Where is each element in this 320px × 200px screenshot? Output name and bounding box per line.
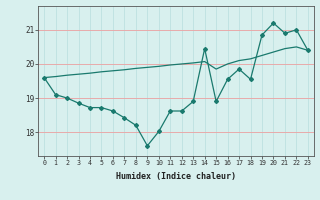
- X-axis label: Humidex (Indice chaleur): Humidex (Indice chaleur): [116, 172, 236, 181]
